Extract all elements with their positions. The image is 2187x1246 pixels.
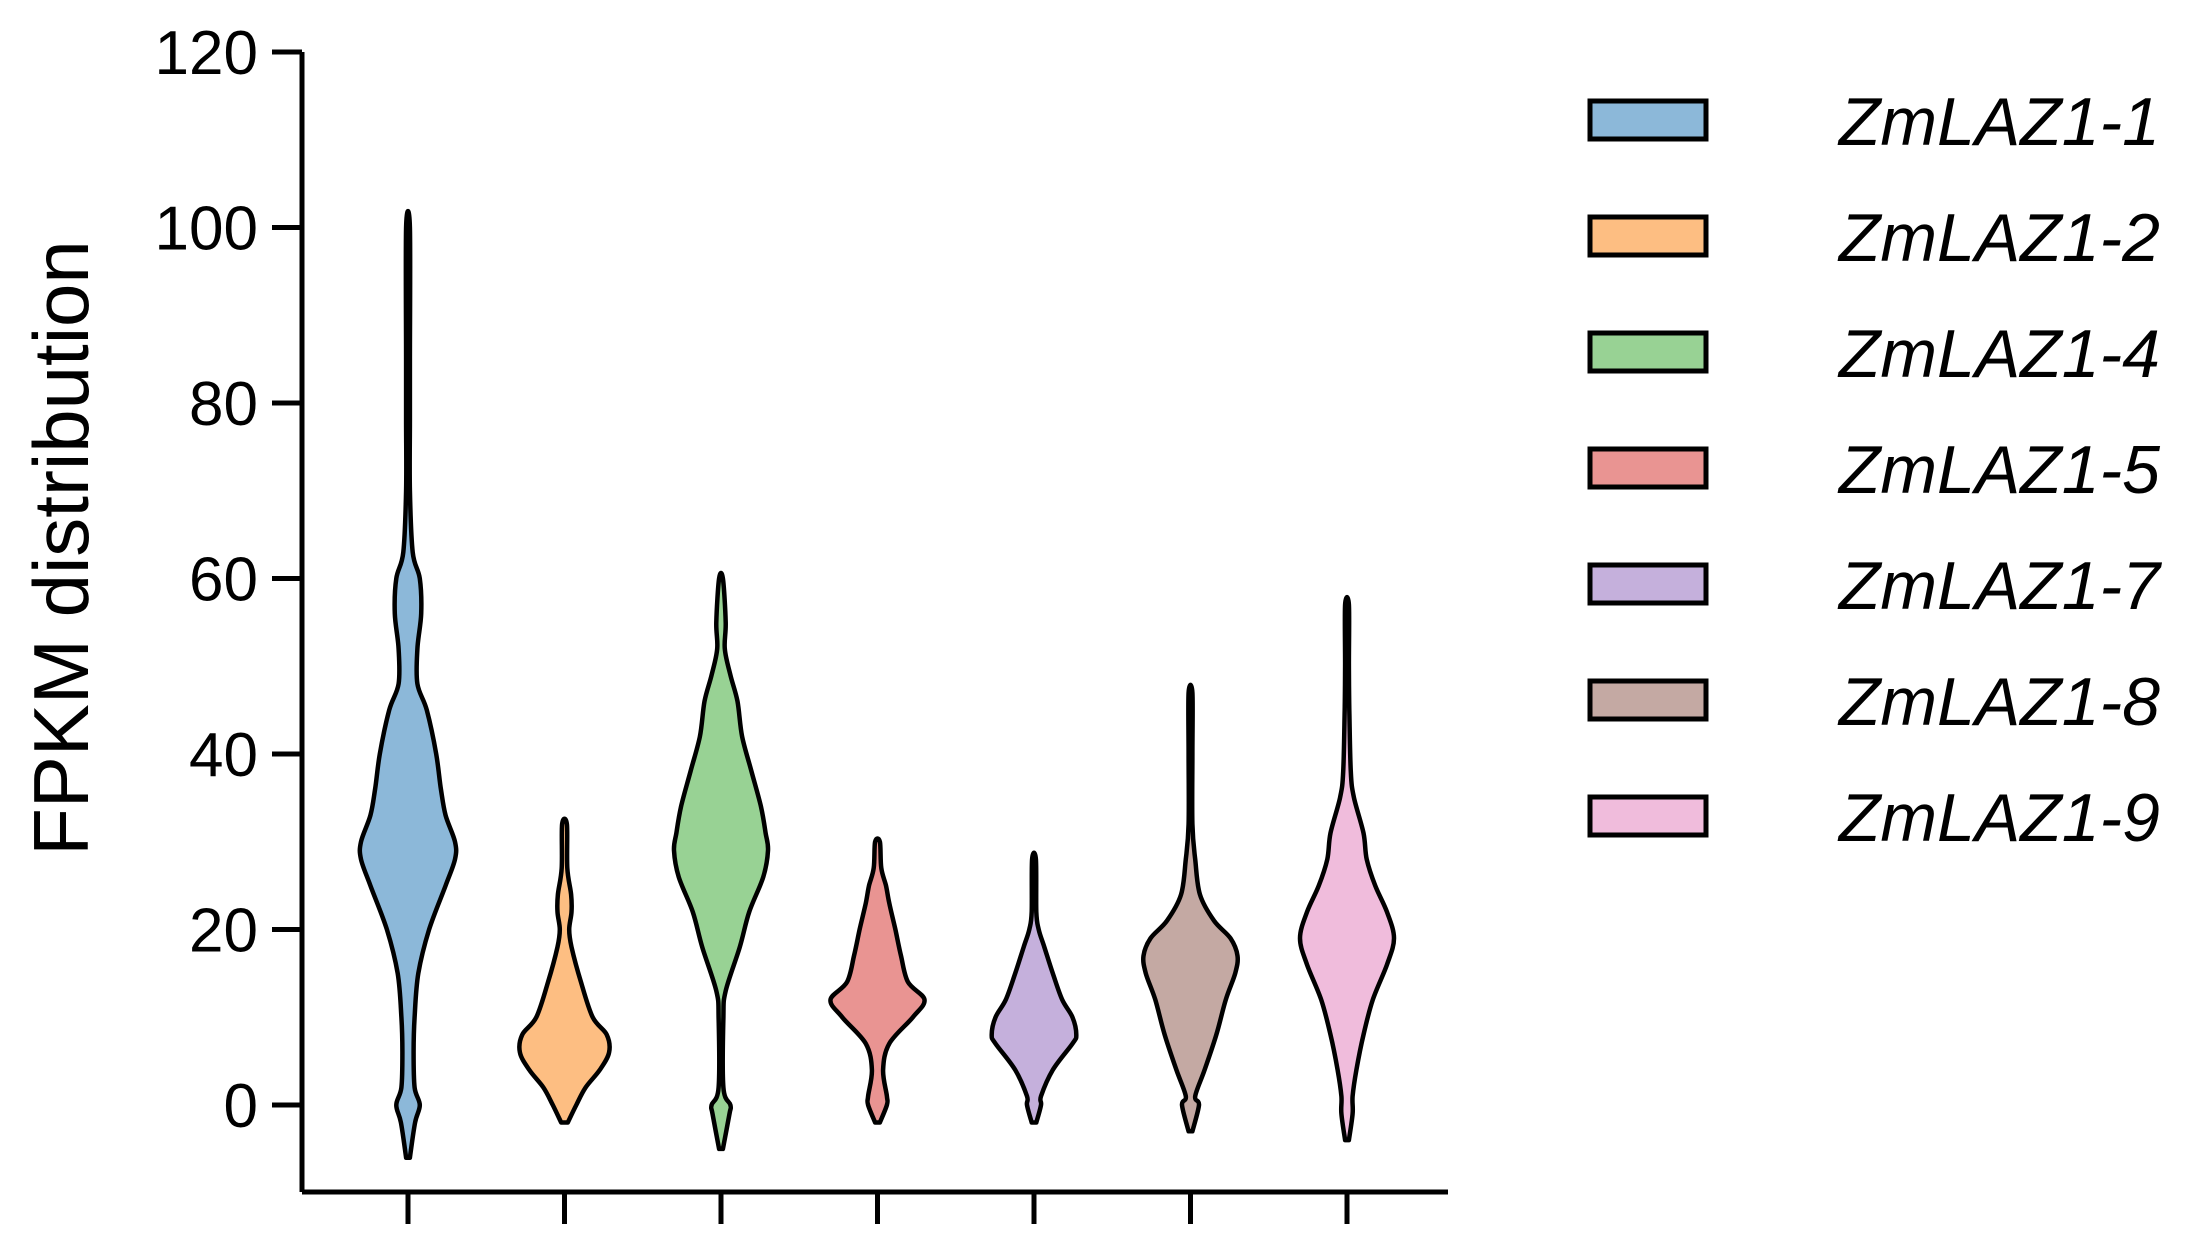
legend-label: ZmLAZ1-7 [1837, 548, 2162, 624]
violin-zmlaz1-7 [989, 850, 1079, 1125]
violin-zmlaz1-2 [517, 816, 612, 1125]
legend-label: ZmLAZ1-1 [1837, 84, 2160, 160]
legend: ZmLAZ1-1 ZmLAZ1-2 ZmLAZ1-4 ZmLAZ1-5 ZmLAZ1-7… [1587, 84, 2162, 856]
y-axis-title: FPKM distribution [17, 240, 105, 856]
violin-zmlaz1-9 [1297, 594, 1397, 1143]
legend-label: ZmLAZ1-9 [1837, 780, 2160, 856]
x-axis [302, 1189, 1448, 1224]
legend-swatch [1587, 214, 1709, 258]
y-axis: 0 20 40 60 80 100 120 [155, 19, 305, 1192]
legend-label: ZmLAZ1-5 [1837, 432, 2160, 508]
legend-label: ZmLAZ1-8 [1837, 664, 2160, 740]
legend-swatch [1587, 330, 1709, 374]
y-tick-label: 60 [189, 546, 258, 615]
legend-swatch [1587, 794, 1709, 838]
violin-series [357, 208, 1397, 1160]
legend-swatch [1587, 446, 1709, 490]
y-tick-label: 20 [189, 897, 258, 966]
legend-swatch [1587, 562, 1709, 606]
violin-zmlaz1-8 [1141, 682, 1240, 1134]
legend-label: ZmLAZ1-2 [1837, 200, 2160, 276]
y-tick-label: 80 [189, 370, 258, 439]
y-tick-label: 100 [155, 195, 258, 264]
legend-swatch [1587, 678, 1709, 722]
violin-zmlaz1-4 [671, 570, 771, 1152]
y-tick-label: 0 [224, 1072, 258, 1141]
violin-zmlaz1-5 [828, 836, 927, 1125]
y-tick-label: 40 [189, 721, 258, 790]
legend-label: ZmLAZ1-4 [1837, 316, 2160, 392]
violin-zmlaz1-1 [357, 208, 459, 1160]
y-tick-label: 120 [155, 19, 258, 88]
legend-swatch [1587, 98, 1709, 142]
